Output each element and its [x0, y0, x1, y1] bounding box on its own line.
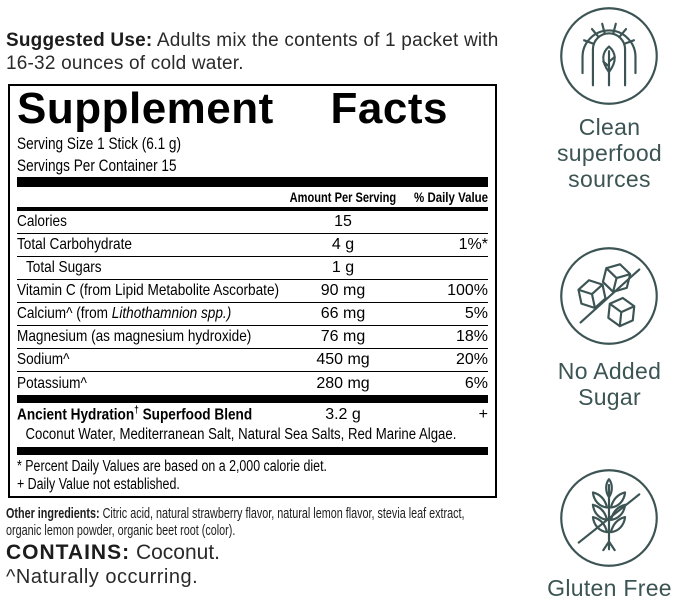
contains-label: CONTAINS: — [6, 541, 131, 564]
footnote: + Daily Value not established. — [17, 476, 180, 493]
daily-value: 6% — [464, 374, 488, 392]
blend-name: Ancient Hydration† Superfood Blend — [17, 405, 253, 424]
suggested-use-label: Suggested Use: — [6, 30, 153, 51]
feature-badges: Clean superfood sources No Added Sugar — [540, 0, 679, 605]
amount-value: 1 g — [331, 259, 355, 276]
footnotes: * Percent Daily Values are based on a 2,… — [17, 458, 488, 494]
nutrient-row: Sodium^ 450 mg 20% — [17, 349, 488, 372]
feature-label-no-added-sugar: No Added Sugar — [557, 358, 662, 410]
nutrient-name: Total Sugars — [26, 259, 102, 276]
gluten-free-icon — [560, 469, 658, 567]
servings-per-container: Servings Per Container 15 — [17, 156, 177, 175]
blend-daily-value: + — [478, 406, 488, 423]
nutrient-name: Sodium^ — [17, 351, 70, 368]
nutrient-row: Vitamin C (from Lipid Metabolite Ascorba… — [17, 280, 488, 303]
contains-statement: CONTAINS: Coconut. — [6, 542, 220, 564]
nutrient-row: Total Carbohydrate 4 g 1%* — [17, 234, 488, 257]
nutrient-row: Potassium^ 280 mg 6% — [17, 372, 488, 395]
daily-value: 5% — [464, 305, 488, 322]
suggested-use: Suggested Use: Adults mix the contents o… — [6, 29, 522, 75]
nutrient-row: Total Sugars 1 g — [17, 257, 488, 280]
other-ingredients: Other ingredients: Citric acid, natural … — [6, 505, 481, 539]
other-ingredients-label: Other ingredients: — [6, 505, 100, 522]
col-percent-daily-value: % Daily Value — [414, 189, 488, 205]
contains-text: Coconut. — [130, 541, 220, 564]
amount-value: 90 mg — [320, 282, 366, 299]
amount-value: 280 mg — [316, 374, 370, 392]
amount-value: 450 mg — [316, 351, 370, 368]
nutrient-row: Calories 15 — [17, 211, 488, 234]
nutrient-name: Total Carbohydrate — [17, 236, 132, 253]
suggested-use-text: Adults mix the contents of 1 packet with… — [6, 30, 499, 74]
nutrient-name: Calcium^ (from Lithothamnion spp.) — [17, 305, 232, 322]
naturally-occurring-note: ^Naturally occurring. — [6, 566, 199, 588]
daily-value: 100% — [447, 282, 488, 299]
blend-row: Ancient Hydration† Superfood Blend 3.2 g… — [17, 404, 488, 426]
no-added-sugar-icon — [560, 247, 658, 345]
nutrient-rows: Calories 15 Total Carbohydrate 4 g 1%* Total … — [17, 211, 488, 395]
thick-divider — [17, 447, 488, 455]
amount-value: 66 mg — [320, 305, 366, 322]
thick-divider — [17, 395, 488, 403]
amount-value: 76 mg — [320, 328, 366, 345]
amount-value: 15 — [334, 213, 352, 230]
arch-leaf-icon — [560, 7, 658, 105]
nutrient-row: Magnesium (as magnesium hydroxide) 76 mg 1… — [17, 326, 488, 349]
footnote: * Percent Daily Values are based on a 2,… — [17, 458, 327, 475]
daily-value: 18% — [455, 328, 488, 345]
supplement-facts-title: Supplement Facts — [17, 84, 448, 133]
daily-value: 1%* — [458, 236, 488, 253]
column-header-row: Amount Per Serving % Daily Value — [17, 187, 488, 207]
nutrient-name: Magnesium (as magnesium hydroxide) — [17, 328, 252, 345]
other-ingredients-text: Citric acid, natural strawberry flavor, … — [6, 505, 465, 539]
blend-amount: 3.2 g — [325, 406, 361, 423]
serving-size: Serving Size 1 Stick (6.1 g) — [17, 134, 182, 153]
feature-label-clean-superfood: Clean superfood sources — [557, 114, 662, 192]
nutrient-name: Vitamin C (from Lipid Metabolite Ascorba… — [17, 282, 280, 299]
nutrient-name: Potassium^ — [17, 374, 87, 392]
medium-divider — [17, 207, 488, 211]
supplement-facts-panel: Supplement Facts Serving Size 1 Stick (6… — [8, 84, 497, 498]
daily-value: 20% — [455, 351, 488, 368]
nutrient-row: Calcium^ (from Lithothamnion spp.) 66 mg 5… — [17, 303, 488, 326]
feature-label-gluten-free: Gluten Free — [547, 575, 672, 601]
thick-divider — [17, 177, 488, 187]
col-amount-per-serving: Amount Per Serving — [289, 189, 397, 205]
nutrient-name: Calories — [17, 213, 67, 230]
amount-value: 4 g — [331, 236, 355, 253]
blend-ingredients: Coconut Water, Mediterranean Salt, Natur… — [25, 426, 457, 443]
